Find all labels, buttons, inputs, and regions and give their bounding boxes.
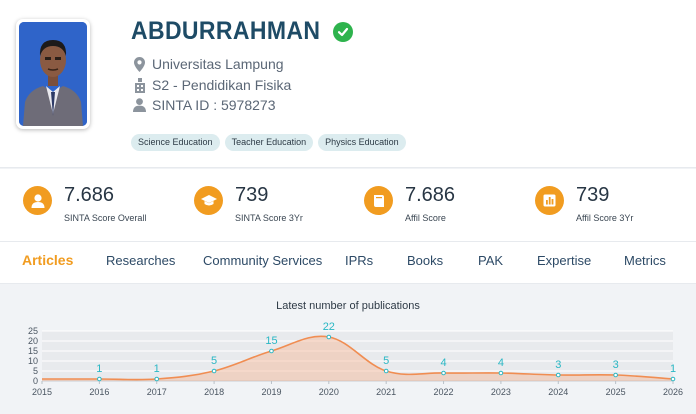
x-tick-label: 2021 [376, 387, 396, 397]
y-tick-label: 0 [33, 376, 38, 386]
data-point [670, 376, 676, 382]
data-point [498, 370, 504, 376]
data-label: 22 [323, 321, 335, 333]
x-tick-label: 2024 [548, 387, 568, 397]
data-point [269, 348, 274, 354]
data-label: 1 [670, 363, 676, 375]
data-label: 5 [211, 355, 217, 367]
score-label: Affil Score 3Yr [576, 213, 634, 223]
data-point [383, 368, 389, 374]
series-line [42, 335, 674, 381]
score-value: 7.686 [405, 184, 456, 206]
sinta-id-row: SINTA ID : 5978273 [133, 97, 275, 113]
profile-tabs: Articles Researches Community Services I… [0, 241, 696, 284]
bar-chart-icon [535, 186, 564, 215]
tab-expertise[interactable]: Expertise [537, 253, 592, 268]
data-label: 3 [555, 359, 561, 371]
y-tick-label: 10 [28, 356, 38, 366]
x-tick-label: 2026 [663, 387, 683, 397]
data-point [613, 372, 618, 378]
program-text: S2 - Pendidikan Fisika [152, 77, 292, 93]
data-point [211, 368, 217, 374]
tab-researches[interactable]: Researches [106, 253, 176, 268]
tab-metrics[interactable]: Metrics [624, 253, 666, 268]
affiliation-row: Universitas Lampung [133, 56, 284, 72]
chart-title: Latest number of publications [276, 300, 420, 312]
graduation-cap-icon [194, 186, 223, 215]
data-point [555, 372, 561, 378]
profile-photo [19, 22, 87, 126]
affiliation-link[interactable]: Universitas Lampung [152, 56, 284, 72]
book-icon [364, 186, 393, 215]
tag-physics-education[interactable]: Physics Education [318, 134, 406, 151]
profile-name: ABDURRAHMAN [131, 17, 321, 45]
y-tick-label: 25 [28, 326, 38, 336]
user-icon [23, 186, 52, 215]
series-area [42, 336, 673, 381]
data-label: 15 [265, 335, 277, 347]
verified-badge-icon [332, 21, 353, 42]
profile-header: ABDURRAHMAN Universitas Lampung S2 - Pen… [0, 0, 696, 168]
data-label: 3 [613, 359, 619, 371]
score-label: SINTA Score Overall [64, 213, 147, 223]
tab-articles[interactable]: Articles [22, 252, 74, 268]
score-label: Affil Score [405, 213, 446, 223]
score-value: 739 [576, 184, 610, 206]
x-tick-label: 2020 [319, 387, 339, 397]
x-tick-label: 2019 [261, 387, 281, 397]
data-label: 1 [96, 363, 102, 375]
tab-iprs[interactable]: IPRs [345, 253, 374, 268]
expertise-tags: Science Education Teacher Education Phys… [131, 134, 406, 151]
score-summary: 7.686 SINTA Score Overall 739 SINTA Scor… [0, 169, 696, 241]
x-tick-label: 2018 [204, 387, 224, 397]
x-tick-label: 2017 [147, 387, 167, 397]
score-label: SINTA Score 3Yr [235, 213, 303, 223]
y-tick-label: 5 [33, 366, 38, 376]
data-label: 4 [440, 357, 446, 369]
score-value: 7.686 [64, 184, 115, 206]
data-point [154, 376, 160, 382]
avatar [16, 19, 90, 129]
tag-teacher-education[interactable]: Teacher Education [224, 134, 314, 151]
y-tick-label: 15 [28, 346, 38, 356]
tag-science-education[interactable]: Science Education [131, 134, 220, 151]
user-icon [133, 97, 146, 113]
x-tick-label: 2023 [491, 387, 511, 397]
data-point [97, 376, 102, 382]
department-icon [133, 77, 146, 93]
x-tick-label: 2015 [32, 387, 52, 397]
tab-community-services[interactable]: Community Services [203, 253, 323, 268]
data-label: 1 [154, 363, 160, 375]
program-row: S2 - Pendidikan Fisika [133, 77, 291, 93]
x-tick-label: 2022 [434, 387, 454, 397]
data-label: 5 [383, 355, 389, 367]
plot-background [42, 331, 673, 381]
y-tick-label: 20 [28, 336, 38, 346]
score-value: 739 [235, 184, 269, 206]
x-tick-label: 2025 [606, 387, 626, 397]
location-pin-icon [133, 56, 146, 72]
data-point [326, 334, 332, 340]
tab-books[interactable]: Books [407, 253, 444, 268]
data-point [441, 370, 446, 376]
tab-pak[interactable]: PAK [478, 253, 504, 268]
x-tick-label: 2016 [89, 387, 109, 397]
sinta-id-text: SINTA ID : 5978273 [152, 97, 276, 113]
data-label: 4 [498, 357, 504, 369]
